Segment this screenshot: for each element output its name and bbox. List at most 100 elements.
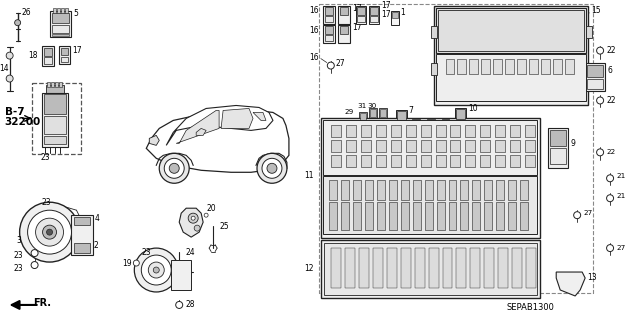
Bar bbox=[440, 118, 451, 146]
Bar bbox=[346, 155, 356, 167]
Bar bbox=[510, 140, 520, 152]
Bar bbox=[61, 8, 63, 13]
Bar bbox=[424, 180, 433, 200]
Bar bbox=[392, 12, 397, 18]
Bar bbox=[361, 125, 371, 137]
Polygon shape bbox=[166, 106, 273, 145]
Text: 5: 5 bbox=[74, 9, 78, 18]
Bar bbox=[472, 202, 481, 230]
Bar bbox=[74, 217, 90, 225]
Text: 32: 32 bbox=[339, 130, 349, 135]
Bar bbox=[451, 140, 460, 152]
Circle shape bbox=[176, 301, 182, 308]
Bar bbox=[324, 243, 537, 295]
Bar bbox=[481, 59, 490, 74]
Bar bbox=[411, 118, 420, 146]
Bar bbox=[510, 125, 520, 137]
Bar bbox=[61, 48, 68, 55]
Bar bbox=[372, 248, 383, 288]
Bar bbox=[484, 202, 492, 230]
Text: 16: 16 bbox=[309, 26, 319, 35]
Bar bbox=[401, 180, 408, 200]
Bar bbox=[484, 248, 494, 288]
Bar bbox=[396, 110, 406, 132]
Bar bbox=[433, 6, 588, 106]
Circle shape bbox=[596, 47, 604, 54]
Bar bbox=[370, 16, 378, 22]
Circle shape bbox=[596, 149, 604, 156]
Bar bbox=[42, 93, 67, 147]
Bar bbox=[44, 56, 52, 63]
Bar bbox=[319, 4, 593, 293]
Bar bbox=[390, 125, 401, 137]
Bar bbox=[44, 48, 52, 56]
Circle shape bbox=[15, 20, 20, 26]
Bar bbox=[465, 140, 476, 152]
Bar bbox=[587, 64, 603, 77]
Bar bbox=[460, 180, 468, 200]
Bar bbox=[369, 108, 377, 126]
Text: 4: 4 bbox=[95, 214, 99, 223]
Bar bbox=[54, 82, 58, 86]
Bar bbox=[45, 85, 63, 93]
Bar bbox=[445, 59, 454, 74]
Text: 23: 23 bbox=[14, 251, 24, 260]
Bar bbox=[436, 180, 445, 200]
Bar bbox=[74, 243, 90, 253]
Bar bbox=[356, 6, 365, 24]
Bar bbox=[376, 155, 386, 167]
Bar bbox=[529, 59, 538, 74]
Bar bbox=[47, 82, 49, 86]
Polygon shape bbox=[556, 272, 585, 296]
Bar bbox=[586, 26, 592, 38]
Bar bbox=[346, 140, 356, 152]
Bar bbox=[323, 25, 335, 43]
Bar bbox=[431, 63, 436, 75]
Bar bbox=[323, 6, 335, 24]
Text: 30: 30 bbox=[367, 103, 377, 109]
Bar bbox=[370, 7, 378, 15]
Text: 23: 23 bbox=[141, 248, 151, 256]
Bar bbox=[325, 7, 333, 15]
Circle shape bbox=[257, 153, 287, 183]
Text: 22: 22 bbox=[606, 96, 616, 105]
Bar bbox=[484, 180, 492, 200]
Circle shape bbox=[169, 163, 179, 173]
Bar bbox=[506, 59, 515, 74]
Bar bbox=[456, 248, 467, 288]
Bar bbox=[436, 125, 445, 137]
Bar bbox=[56, 8, 60, 13]
Bar bbox=[436, 155, 445, 167]
Text: 17: 17 bbox=[381, 1, 391, 10]
Circle shape bbox=[191, 216, 195, 220]
Bar bbox=[331, 140, 340, 152]
Bar bbox=[388, 202, 397, 230]
Circle shape bbox=[20, 202, 79, 262]
Circle shape bbox=[153, 267, 159, 273]
Bar bbox=[58, 82, 61, 86]
Bar bbox=[565, 59, 574, 74]
Bar bbox=[380, 109, 386, 117]
Bar bbox=[510, 155, 520, 167]
Bar bbox=[52, 8, 56, 13]
Bar bbox=[412, 119, 420, 131]
Bar bbox=[442, 248, 452, 288]
Text: 26: 26 bbox=[22, 8, 31, 17]
Bar bbox=[369, 6, 379, 24]
Bar bbox=[325, 35, 333, 41]
Bar bbox=[449, 202, 456, 230]
Circle shape bbox=[188, 213, 198, 223]
Text: 9: 9 bbox=[570, 139, 575, 148]
Bar bbox=[340, 180, 349, 200]
Polygon shape bbox=[196, 129, 206, 135]
Bar bbox=[338, 6, 350, 24]
Bar bbox=[526, 248, 536, 288]
Circle shape bbox=[6, 52, 13, 59]
Text: 22: 22 bbox=[606, 149, 615, 155]
Bar bbox=[338, 25, 350, 43]
Bar bbox=[460, 202, 468, 230]
Text: 17: 17 bbox=[381, 10, 391, 19]
Circle shape bbox=[262, 158, 282, 178]
Text: 10: 10 bbox=[468, 104, 478, 113]
Bar bbox=[426, 119, 435, 131]
